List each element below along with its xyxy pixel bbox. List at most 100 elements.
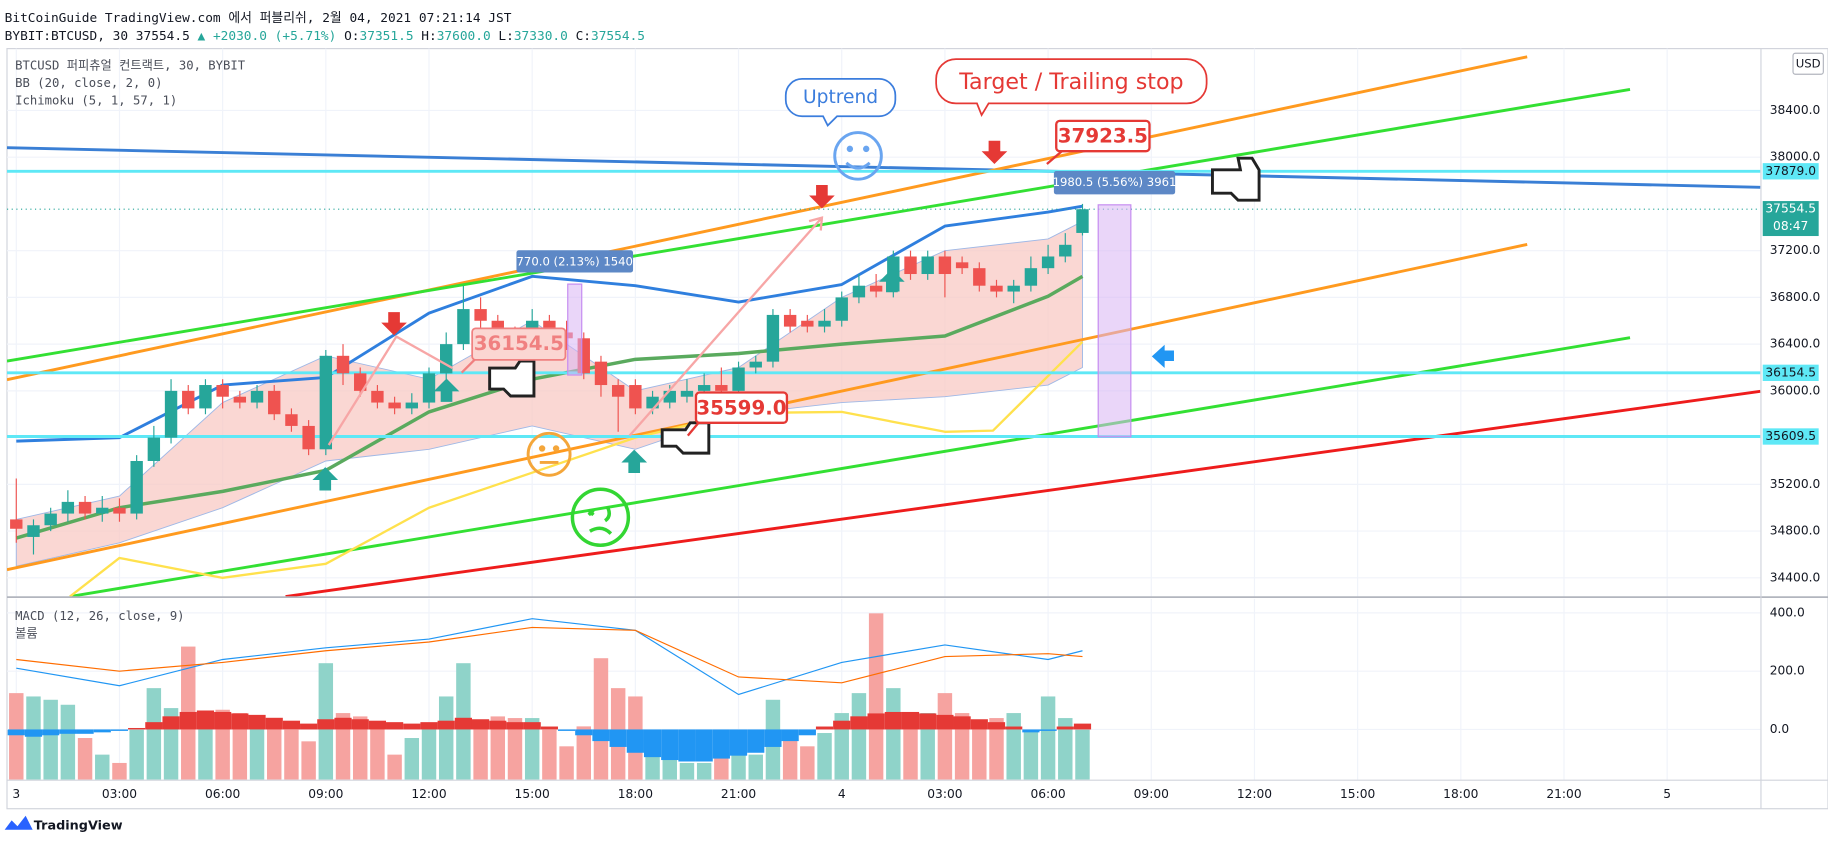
y-tick-label: 34400.0 [1770,570,1821,584]
trend-line [285,389,1761,597]
h-value: 37600.0 [437,28,491,43]
y-tick-label: 0.0 [1770,722,1789,736]
legend: BTCUSD 퍼피츄얼 컨트랙트, 30, BYBIT [15,59,246,73]
currency-button[interactable] [1792,52,1824,75]
macd-histogram [729,729,748,756]
change: ▲ +2030.0 (+5.71%) [198,28,337,43]
up-arrow [879,268,905,293]
candle-body [766,314,780,362]
macd-histogram [987,722,1006,730]
callout-text: Target / Trailing stop [958,69,1183,95]
x-tick-label: 06:00 [1030,787,1065,801]
trend-line [69,336,1631,597]
macd-histogram [317,719,335,730]
symbol-line: BYBIT:BTCUSD, 30 37554.5 ▲ +2030.0 (+5.7… [5,28,645,43]
publisher: BitCoinGuide TradingView.com 에서 퍼블리쉬, 2월… [5,11,512,26]
macd-histogram [970,719,988,730]
macd-histogram [231,713,249,730]
volume-bar [490,716,506,780]
volume-bar [438,696,454,780]
macd-histogram [145,722,163,730]
macd-histogram [884,711,902,730]
candle-body [130,460,143,514]
candle-body [388,402,401,409]
down-arrow [381,312,407,336]
volume-bar [404,738,420,780]
volume-bar [387,754,402,780]
volume-bar [593,658,609,780]
last-price-label: 37554.5 [1765,202,1816,216]
candle-body [611,385,625,397]
candle-body [783,314,797,327]
macd-histogram [540,726,558,730]
volume-bar [352,716,368,780]
y-tick-label: 400.0 [1770,605,1805,619]
volume-bar [645,754,660,780]
macd-histogram [489,720,507,730]
volume-bar [800,746,815,780]
trend-line [6,146,1761,189]
candle-body [354,373,367,391]
currency[interactable]: USD [1796,56,1821,70]
volume-bar [146,688,162,780]
projection-line [628,216,823,437]
measure-label [516,250,634,273]
candle-body [61,501,75,514]
y-tick-label: 38000.0 [1770,150,1821,164]
trend-line [6,87,1631,363]
volume-bar [1023,729,1039,780]
drawings: Uptrend Target / Trailing stop 37923.5 3… [312,58,1261,547]
x-tick-label: 21:00 [721,787,756,801]
macd-histogram [1022,729,1040,733]
macd-histogram [162,716,180,730]
candle-body [113,507,126,514]
macd-histogram [798,729,816,736]
x-tick-label: 15:00 [515,787,550,801]
smiley-dizzy [570,487,631,547]
macd-histogram [386,722,404,730]
y-tick-label: 36400.0 [1770,337,1821,351]
candle-body [78,501,92,514]
level-label: 37879.0 [1765,164,1816,178]
price-note-text: 37923.5 [1058,125,1148,148]
macd-histogram [592,729,610,742]
candle-body [164,390,178,438]
candle-body [955,262,969,269]
arrow-head [808,216,824,231]
volume-bar [972,721,987,780]
macd-histogram [76,729,94,734]
candle-body [938,256,952,275]
candle-body [457,309,470,345]
candle-body [250,390,264,403]
volume-bar [507,718,523,780]
legend: 볼륨 [15,626,38,640]
volume-bar [542,729,557,780]
volume-bar [232,713,248,780]
volume-bar [26,696,41,780]
x-tick-label: 06:00 [205,787,240,801]
macd-histogram [454,717,472,730]
volume-bar [834,713,849,780]
y-tick-label: 36000.0 [1770,383,1821,397]
volume-bar [77,738,93,780]
macd-pane [7,613,1092,780]
candle-body [371,390,384,403]
candle-body [440,344,453,374]
volume-bar [782,738,798,780]
candle-body [904,256,917,275]
x-tick-label: 18:00 [618,787,653,801]
macd-histogram [833,720,851,730]
macd-histogram [282,720,301,730]
macd-histogram [919,713,937,730]
candle-body [216,385,229,397]
price-note [694,391,789,424]
x-tick-label: 12:00 [411,787,446,801]
up-arrow [312,467,339,491]
candle-body [594,361,608,386]
price-note-text: 36154.5 [474,332,564,355]
macd-histogram [24,729,43,737]
level-label-box [1762,163,1819,180]
c-key: C: [576,28,591,43]
candle-body [268,390,281,415]
